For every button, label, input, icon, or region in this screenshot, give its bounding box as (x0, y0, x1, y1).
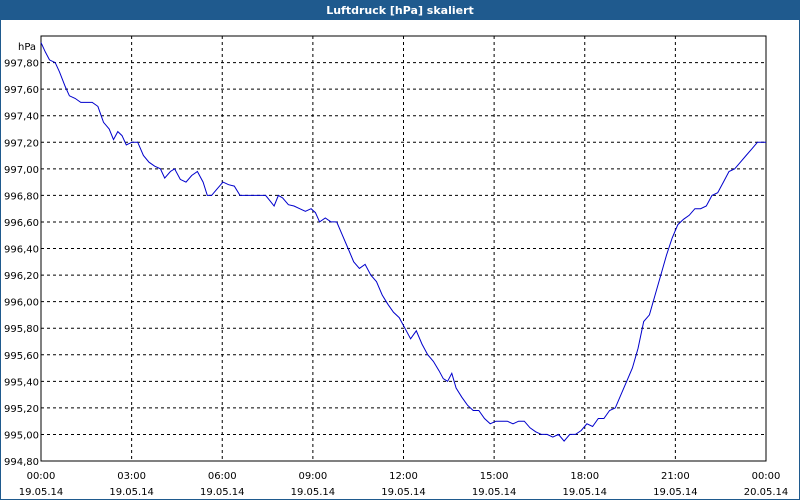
y-tick-label: 995,00 (4, 430, 39, 441)
x-axis-ticks: 00:00 19.05.14 03:00 19.05.14 06:00 19.05.14 0… (19, 471, 789, 498)
x-tick-date-label: 19.05.14 (200, 487, 245, 498)
plot-area-frame (40, 35, 767, 462)
x-tick-date-label: 19.05.14 (472, 487, 517, 498)
y-axis-ticks: 994,80 995,00 995,20 995,40 995,60 995,80 996,… (4, 59, 39, 468)
y-tick-label: 997,60 (4, 85, 39, 96)
x-tick-date-label: 19.05.14 (653, 487, 698, 498)
x-tick-time-label: 00:00 (752, 471, 781, 482)
x-tick-date-label: 19.05.14 (19, 487, 64, 498)
y-tick-label: 996,60 (4, 218, 39, 229)
y-tick-label: 997,20 (4, 138, 39, 149)
x-tick-time-label: 15:00 (480, 471, 509, 482)
y-tick-label: 996,40 (4, 245, 39, 256)
y-tick-label: 997,00 (4, 165, 39, 176)
y-tick-label: 995,40 (4, 377, 39, 388)
x-tick-date-label: 20.05.14 (744, 487, 789, 498)
y-tick-label: 995,60 (4, 351, 39, 362)
y-tick-label: 997,80 (4, 59, 39, 70)
chart-title: Luftdruck [hPa] skaliert (1, 1, 799, 20)
x-tick-time-label: 00:00 (27, 471, 56, 482)
x-tick-time-label: 12:00 (389, 471, 418, 482)
x-tick-date-label: 19.05.14 (381, 487, 426, 498)
y-tick-label: 995,80 (4, 324, 39, 335)
x-tick-time-label: 18:00 (570, 471, 599, 482)
x-tick-date-label: 19.05.14 (109, 487, 154, 498)
y-tick-label: 996,20 (4, 271, 39, 282)
y-tick-label: 997,40 (4, 112, 39, 123)
y-tick-label: 994,80 (4, 457, 39, 468)
pressure-series-line (40, 42, 766, 442)
x-tick-date-label: 19.05.14 (291, 487, 336, 498)
x-tick-time-label: 21:00 (661, 471, 690, 482)
y-tick-label: 996,00 (4, 298, 39, 309)
x-tick-date-label: 19.05.14 (562, 487, 607, 498)
x-tick-time-label: 03:00 (117, 471, 146, 482)
y-tick-label: 996,80 (4, 191, 39, 202)
y-axis-unit-label: hPa (18, 42, 36, 53)
x-tick-time-label: 06:00 (208, 471, 237, 482)
x-tick-time-label: 09:00 (298, 471, 327, 482)
y-tick-label: 995,20 (4, 404, 39, 415)
grid-lines (40, 36, 767, 462)
